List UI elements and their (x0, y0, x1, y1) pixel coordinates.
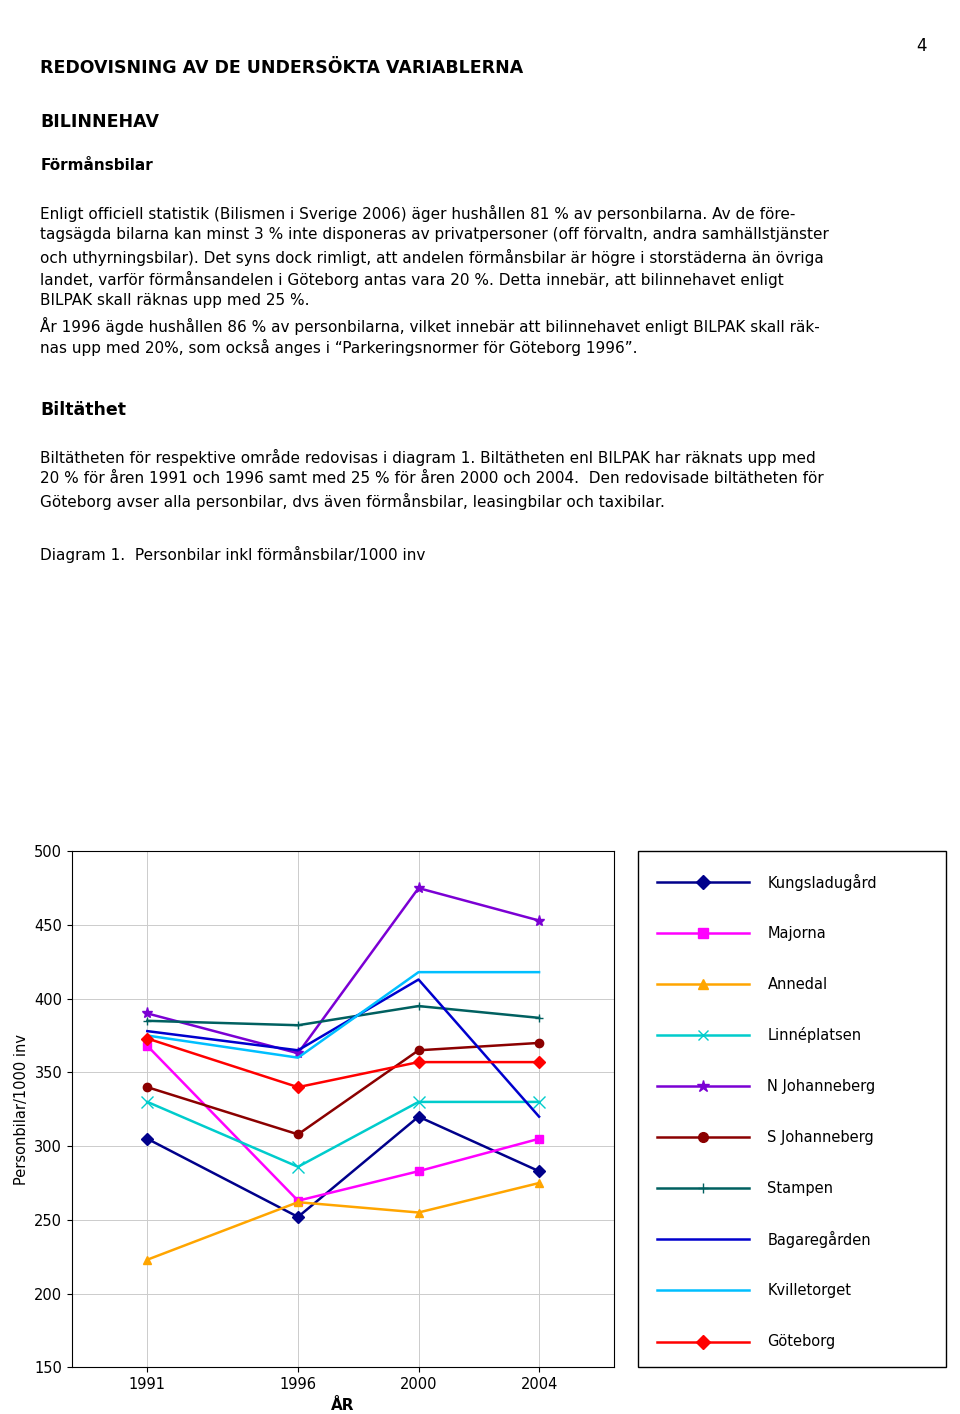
Text: tagsägda bilarna kan minst 3 % inte disponeras av privatpersoner (off förvaltn, : tagsägda bilarna kan minst 3 % inte disp… (40, 226, 829, 242)
Text: Kvilletorget: Kvilletorget (767, 1282, 852, 1298)
Text: Stampen: Stampen (767, 1181, 833, 1196)
Text: 20 % för åren 1991 och 1996 samt med 25 % för åren 2000 och 2004.  Den redovisad: 20 % för åren 1991 och 1996 samt med 25 … (40, 471, 824, 486)
Text: BILINNEHAV: BILINNEHAV (40, 113, 159, 132)
X-axis label: ÅR: ÅR (331, 1397, 355, 1413)
Text: Biltätheten för respektive område redovisas i diagram 1. Biltätheten enl BILPAK : Biltätheten för respektive område redovi… (40, 448, 816, 467)
Text: Bagaregården: Bagaregården (767, 1232, 871, 1249)
Text: S Johanneberg: S Johanneberg (767, 1130, 875, 1145)
Text: 4: 4 (916, 37, 926, 55)
Text: landet, varför förmånsandelen i Göteborg antas vara 20 %. Detta innebär, att bil: landet, varför förmånsandelen i Göteborg… (40, 270, 784, 288)
Text: Linnéplatsen: Linnéplatsen (767, 1028, 861, 1044)
Text: Diagram 1.  Personbilar inkl förmånsbilar/1000 inv: Diagram 1. Personbilar inkl förmånsbilar… (40, 546, 425, 563)
Text: Majorna: Majorna (767, 926, 827, 940)
Text: Annedal: Annedal (767, 977, 828, 991)
Text: År 1996 ägde hushållen 86 % av personbilarna, vilket innebär att bilinnehavet en: År 1996 ägde hushållen 86 % av personbil… (40, 317, 820, 335)
Text: Förmånsbilar: Förmånsbilar (40, 158, 153, 174)
Y-axis label: Personbilar/1000 inv: Personbilar/1000 inv (13, 1034, 29, 1185)
Text: nas upp med 20%, som också anges i “Parkeringsnormer för Göteborg 1996”.: nas upp med 20%, som också anges i “Park… (40, 339, 637, 356)
Text: N Johanneberg: N Johanneberg (767, 1079, 876, 1094)
Text: Göteborg avser alla personbilar, dvs även förmånsbilar, leasingbilar och taxibil: Göteborg avser alla personbilar, dvs äve… (40, 492, 665, 510)
Text: Kungsladugård: Kungsladugård (767, 874, 877, 891)
Text: BILPAK skall räknas upp med 25 %.: BILPAK skall räknas upp med 25 %. (40, 293, 310, 308)
FancyBboxPatch shape (638, 851, 946, 1367)
Text: REDOVISNING AV DE UNDERSÖKTA VARIABLERNA: REDOVISNING AV DE UNDERSÖKTA VARIABLERNA (40, 59, 523, 78)
Text: Göteborg: Göteborg (767, 1333, 835, 1349)
Text: och uthyrningsbilar). Det syns dock rimligt, att andelen förmånsbilar är högre i: och uthyrningsbilar). Det syns dock riml… (40, 249, 824, 266)
Text: Biltäthet: Biltäthet (40, 400, 127, 419)
Text: Enligt officiell statistik (Bilismen i Sverige 2006) äger hushållen 81 % av pers: Enligt officiell statistik (Bilismen i S… (40, 205, 796, 222)
